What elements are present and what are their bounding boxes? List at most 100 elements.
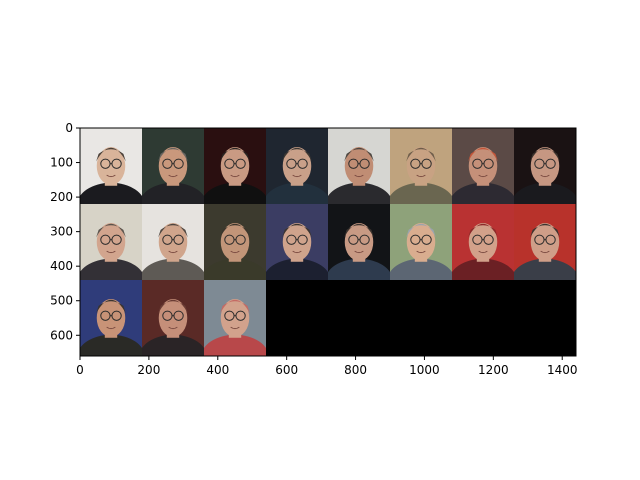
- face: [220, 147, 250, 185]
- hair: [406, 223, 436, 238]
- hair: [468, 223, 498, 238]
- x-tick-label: 1000: [409, 363, 440, 377]
- shoulders: [266, 258, 328, 280]
- mouth: [106, 174, 116, 178]
- face-tile: [80, 204, 142, 280]
- shoulders: [390, 182, 452, 204]
- face: [96, 299, 126, 337]
- y-tick-label: 400: [50, 259, 73, 273]
- face: [158, 223, 188, 261]
- glasses-lens: [173, 158, 184, 169]
- face: [530, 223, 560, 261]
- hair: [344, 223, 374, 238]
- hair: [158, 147, 188, 162]
- x-tick-label: 600: [275, 363, 298, 377]
- shoulders: [390, 258, 452, 280]
- shoulders: [514, 258, 576, 280]
- face-tile: [514, 128, 576, 204]
- hair: [220, 299, 250, 314]
- glasses-lens: [173, 234, 184, 245]
- face-tile: [80, 280, 142, 356]
- face: [344, 147, 374, 185]
- face-tile: [204, 128, 266, 204]
- shoulders: [452, 258, 514, 280]
- face: [158, 299, 188, 337]
- face-tile: [514, 204, 576, 280]
- shoulders: [80, 334, 142, 356]
- glasses-lens: [235, 158, 246, 169]
- hair: [530, 223, 560, 238]
- face-tile: [80, 128, 142, 204]
- glasses-lens: [235, 234, 246, 245]
- x-tick-label: 200: [137, 363, 160, 377]
- mouth: [416, 250, 426, 254]
- face: [220, 223, 250, 261]
- face: [96, 147, 126, 185]
- shoulders: [80, 182, 142, 204]
- shoulders: [142, 258, 204, 280]
- glasses-lens: [173, 310, 184, 321]
- mouth: [354, 250, 364, 254]
- mouth: [540, 174, 550, 178]
- shoulders: [204, 334, 266, 356]
- y-tick-label: 600: [50, 328, 73, 342]
- x-tick-label: 1400: [547, 363, 578, 377]
- face-tile: [204, 204, 266, 280]
- hair: [530, 147, 560, 162]
- face: [468, 223, 498, 261]
- hair: [282, 223, 312, 238]
- mouth: [230, 174, 240, 178]
- shoulders: [142, 182, 204, 204]
- mouth: [230, 250, 240, 254]
- face-tile: [452, 204, 514, 280]
- y-tick-label: 500: [50, 294, 73, 308]
- face: [96, 223, 126, 261]
- face: [406, 223, 436, 261]
- mouth: [416, 174, 426, 178]
- mouth: [292, 174, 302, 178]
- hair: [344, 147, 374, 162]
- face: [344, 223, 374, 261]
- mouth: [168, 326, 178, 330]
- hair: [96, 223, 126, 238]
- x-axis-ticks: 0 200 400 600 800 1000 1200 1400: [76, 356, 577, 377]
- hair: [220, 223, 250, 238]
- mouth: [230, 326, 240, 330]
- face-tile: [452, 128, 514, 204]
- x-tick-label: 1200: [478, 363, 509, 377]
- mouth: [106, 250, 116, 254]
- mouth: [168, 250, 178, 254]
- mouth: [106, 326, 116, 330]
- mouth: [168, 174, 178, 178]
- hair: [158, 299, 188, 314]
- mouth: [354, 174, 364, 178]
- face: [220, 299, 250, 337]
- face-tile: [266, 204, 328, 280]
- shoulders: [328, 182, 390, 204]
- hair: [220, 147, 250, 162]
- face-tile: [142, 128, 204, 204]
- face-tile: [142, 280, 204, 356]
- face: [158, 147, 188, 185]
- image-tiles: [80, 128, 576, 356]
- hair: [282, 147, 312, 162]
- face: [468, 147, 498, 185]
- face-tile: [390, 128, 452, 204]
- y-tick-label: 300: [50, 225, 73, 239]
- y-tick-label: 200: [50, 190, 73, 204]
- glasses-lens: [235, 310, 246, 321]
- face-tile: [204, 280, 266, 356]
- y-tick-label: 0: [65, 121, 73, 135]
- hair: [158, 223, 188, 238]
- shoulders: [328, 258, 390, 280]
- mouth: [292, 250, 302, 254]
- shoulders: [80, 258, 142, 280]
- face: [530, 147, 560, 185]
- face-tile: [266, 128, 328, 204]
- face-tile: [390, 204, 452, 280]
- x-tick-label: 800: [344, 363, 367, 377]
- shoulders: [204, 182, 266, 204]
- hair: [468, 147, 498, 162]
- face-tile: [142, 204, 204, 280]
